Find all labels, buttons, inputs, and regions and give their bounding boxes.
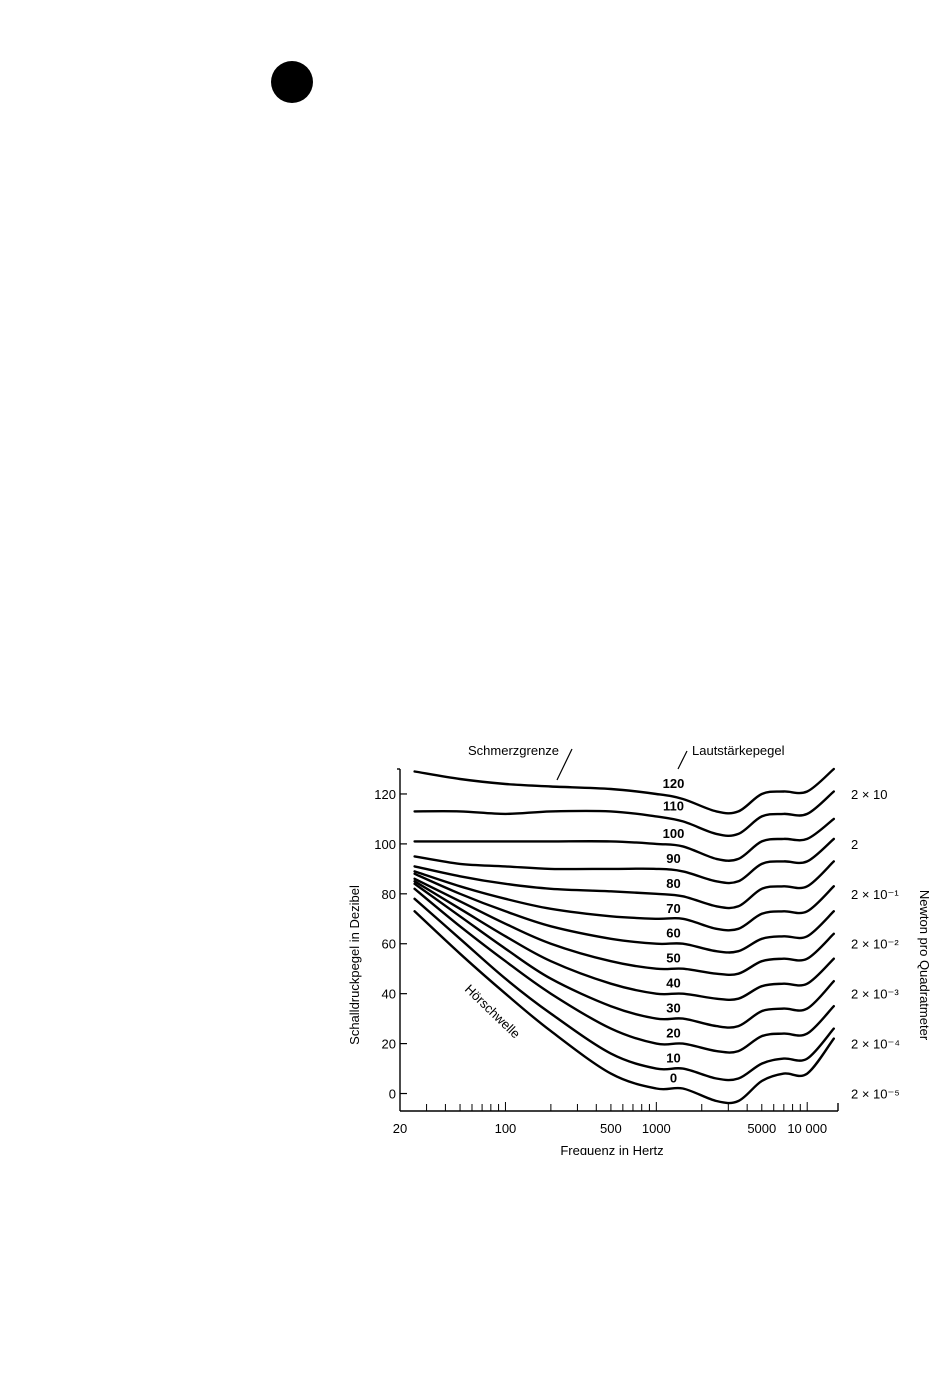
loudness-curve-30 bbox=[413, 882, 835, 1029]
curve-label: 0 bbox=[670, 1071, 677, 1086]
curve-label: 80 bbox=[666, 876, 680, 891]
curve-label: 70 bbox=[666, 901, 680, 916]
right-axis-tick-label: 2 × 10⁻¹ bbox=[851, 887, 899, 902]
curve-label: 10 bbox=[666, 1051, 680, 1066]
curve-label: 50 bbox=[666, 951, 680, 966]
y-tick-label: 60 bbox=[382, 937, 396, 952]
right-axis-tick-label: 2 × 10⁻⁴ bbox=[851, 1037, 900, 1052]
right-axis-tick-label: 2 × 10⁻² bbox=[851, 937, 899, 952]
loudness-curve-80 bbox=[413, 860, 835, 910]
curve-label: 60 bbox=[666, 926, 680, 941]
x-tick-label: 5000 bbox=[747, 1121, 776, 1136]
loudness-curve-90 bbox=[413, 837, 835, 885]
curve-label: 20 bbox=[666, 1026, 680, 1041]
loudness-curve-0 bbox=[413, 910, 835, 1105]
loudness-level-pointer bbox=[677, 750, 688, 770]
x-tick-label: 500 bbox=[600, 1121, 622, 1136]
right-axis-label: Newton pro Quadratmeter bbox=[917, 890, 932, 1041]
right-axis-tick-label: 2 × 10⁻⁵ bbox=[851, 1087, 900, 1102]
loudness-curve-10 bbox=[413, 897, 835, 1082]
y-tick-label: 80 bbox=[382, 887, 396, 902]
curve-label: 40 bbox=[666, 976, 680, 991]
loudness-curve-110 bbox=[413, 790, 835, 837]
loudness-curve-70 bbox=[413, 870, 835, 932]
loudness-curve-100 bbox=[413, 817, 835, 862]
x-tick-label: 100 bbox=[495, 1121, 517, 1136]
filled-circle-icon bbox=[271, 61, 313, 103]
loudness-curve-40 bbox=[413, 880, 835, 1001]
pain-threshold-pointer bbox=[556, 748, 573, 781]
right-axis-tick-label: 2 × 10 bbox=[851, 787, 888, 802]
chart-curves bbox=[413, 767, 835, 1105]
x-tick-label: 10 000 bbox=[787, 1121, 827, 1136]
loudness-curve-50 bbox=[413, 877, 835, 977]
right-axis-tick-label: 2 bbox=[851, 837, 858, 852]
loudness-curve-120 bbox=[413, 767, 835, 815]
y-tick-label: 120 bbox=[374, 787, 396, 802]
right-axis-tick-label: 2 × 10⁻³ bbox=[851, 987, 899, 1002]
loudness-curve-20 bbox=[413, 887, 835, 1054]
curve-label: 100 bbox=[663, 826, 685, 841]
y-tick-label: 100 bbox=[374, 837, 396, 852]
y-tick-label: 20 bbox=[382, 1037, 396, 1052]
y-tick-label: 40 bbox=[382, 987, 396, 1002]
hearing-threshold-annotation: Hörschwelle bbox=[462, 981, 523, 1041]
y-axis-label: Schalldruckpegel in Dezibel bbox=[347, 885, 362, 1045]
x-tick-label: 1000 bbox=[642, 1121, 671, 1136]
curve-label: 90 bbox=[666, 851, 680, 866]
loudness-level-annotation: Lautstärkepegel bbox=[692, 743, 785, 758]
x-tick-label: 20 bbox=[393, 1121, 407, 1136]
curve-label: 110 bbox=[663, 798, 684, 813]
loudness-curve-60 bbox=[413, 872, 835, 954]
y-tick-label: 0 bbox=[389, 1087, 396, 1102]
x-axis-label: Frequenz in Hertz bbox=[560, 1143, 663, 1155]
pain-threshold-annotation: Schmerzgrenze bbox=[468, 743, 559, 758]
curve-label: 30 bbox=[666, 1001, 680, 1016]
curve-label: 120 bbox=[663, 776, 685, 791]
